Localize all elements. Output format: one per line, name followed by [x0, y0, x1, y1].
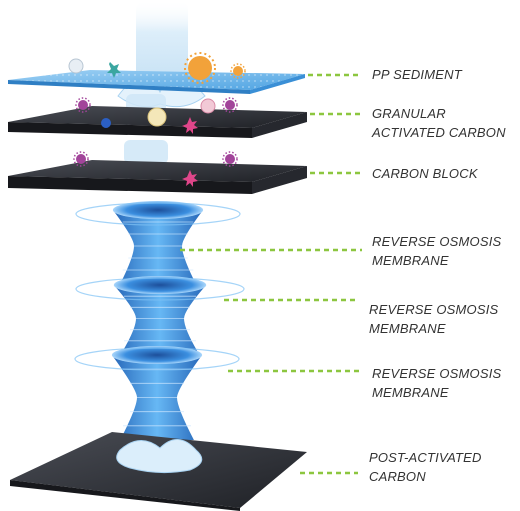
virus-particle-icon [200, 98, 216, 114]
virus-particle-icon [222, 97, 238, 113]
label-reverse-osmosis-membrane-1: REVERSE OSMOSIS MEMBRANE [372, 234, 502, 268]
label-reverse-osmosis-membrane-3: REVERSE OSMOSIS MEMBRANE [372, 366, 502, 400]
pp-sediment-layer [8, 70, 305, 94]
virus-particle-icon [184, 52, 216, 84]
label-post-activated-carbon: POST-ACTIVATED CARBON [369, 450, 482, 484]
funnel-membrane-icon [74, 346, 240, 440]
carbon-block-layer [8, 160, 307, 194]
label-reverse-osmosis-membrane-2: REVERSE OSMOSIS MEMBRANE [369, 302, 499, 336]
virus-particle-icon [75, 97, 91, 113]
virus-particle-icon [230, 63, 246, 79]
virus-particle-icon [182, 117, 198, 134]
virus-particle-icon [68, 58, 84, 74]
virus-particle-icon [101, 118, 111, 128]
funnel-membrane-icon [75, 201, 241, 282]
virus-particle-icon [182, 170, 198, 187]
label-pp-sediment: PP SEDIMENT [372, 67, 462, 82]
water-stream-icon [124, 140, 168, 164]
virus-particle-icon [73, 151, 89, 167]
label-carbon-block: CARBON BLOCK [372, 166, 478, 181]
virus-particle-icon [147, 107, 167, 127]
water-stream-icon [136, 0, 188, 92]
virus-particle-icon [222, 151, 238, 167]
funnel-membrane-icon [75, 276, 245, 352]
virus-particle-icon [107, 62, 121, 78]
label-granular-activated-carbon: GRANULAR ACTIVATED CARBON [372, 106, 506, 140]
water-stream-icon [116, 439, 203, 474]
